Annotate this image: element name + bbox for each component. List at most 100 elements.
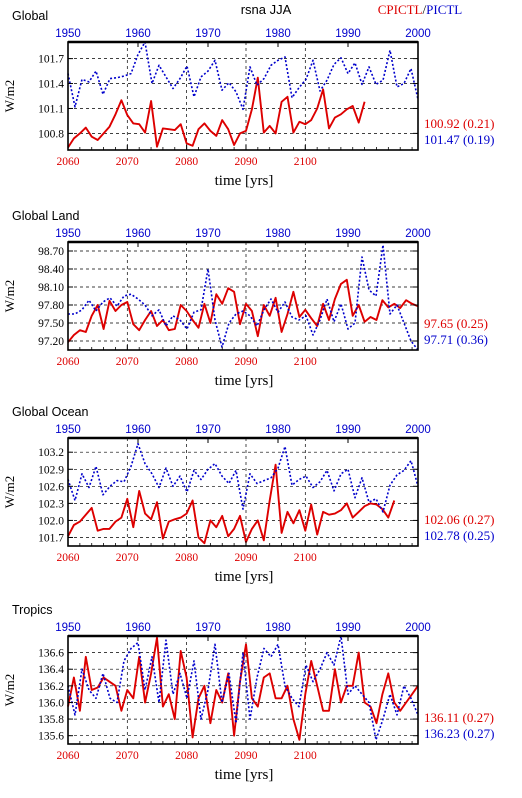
x-bottom-tick-label: 2060 xyxy=(57,356,80,368)
x-bottom-tick-label: 2080 xyxy=(175,552,198,564)
x-top-tick-label: 1980 xyxy=(265,424,291,436)
y-tick-label: 101.1 xyxy=(38,104,64,116)
x-bottom-tick-label: 2100 xyxy=(294,750,317,762)
series-summary-cpictl: 136.11 (0.27) xyxy=(424,710,494,725)
series-line-cpictl xyxy=(67,76,366,149)
figure-legend: CPICTL/PICTL xyxy=(378,2,463,17)
y-tick-label: 136.6 xyxy=(38,648,64,660)
plot-frame xyxy=(67,635,419,745)
x-top-tick-label: 1960 xyxy=(125,228,151,240)
x-bottom-tick-label: 2090 xyxy=(235,552,258,564)
y-axis-label: W/m2 xyxy=(2,80,17,113)
series-line-pictl xyxy=(67,41,419,111)
plot-frame xyxy=(67,41,419,151)
y-tick-label: 97.20 xyxy=(38,336,64,348)
y-tick-label: 102.3 xyxy=(38,498,64,510)
x-bottom-tick-label: 2090 xyxy=(235,750,258,762)
x-bottom-tick-label: 2060 xyxy=(57,552,80,564)
y-tick-label: 136.2 xyxy=(38,681,64,693)
y-tick-label: 98.70 xyxy=(38,246,64,258)
series-summary-pictl: 102.78 (0.25) xyxy=(424,528,494,543)
x-top-tick-label: 1970 xyxy=(195,28,221,40)
x-top-tick-label: 1990 xyxy=(335,228,361,240)
chart-panel: 135.6 135.8 136.0 136.2 136.4 136.6 2060 2070 20… xyxy=(2,603,494,783)
chart-panel: 97.20 97.50 97.80 98.10 98.40 98.70 2060 2070 20… xyxy=(2,209,488,389)
x-bottom-tick-label: 2090 xyxy=(235,356,258,368)
x-top-tick-label: 1970 xyxy=(195,228,221,240)
x-bottom-tick-label: 2100 xyxy=(294,156,317,168)
x-top-tick-label: 1960 xyxy=(125,424,151,436)
y-axis-label: W/m2 xyxy=(2,476,17,509)
y-tick-label: 98.10 xyxy=(38,282,64,294)
x-top-tick-label: 1970 xyxy=(195,622,221,634)
y-tick-label: 101.4 xyxy=(38,79,64,91)
series-summary-pictl: 136.23 (0.27) xyxy=(424,726,494,741)
panels: 100.8 101.1 101.4 101.7 2060 2070 2080 2090 2100… xyxy=(2,9,494,783)
x-bottom-tick-label: 2080 xyxy=(175,156,198,168)
x-top-tick-label: 2000 xyxy=(405,228,431,240)
x-top-tick-label: 1960 xyxy=(125,28,151,40)
x-top-tick-label: 1990 xyxy=(335,622,361,634)
chart-panel: 100.8 101.1 101.4 101.7 2060 2070 2080 2090 2100… xyxy=(2,9,494,189)
y-tick-label: 102.9 xyxy=(38,464,64,476)
panel-title: Global Land xyxy=(12,209,79,223)
y-tick-label: 98.40 xyxy=(38,264,64,276)
x-top-tick-label: 1950 xyxy=(55,28,81,40)
figure-title: rsna JJA xyxy=(241,2,292,17)
plot-frame xyxy=(67,241,419,351)
y-tick-label: 101.7 xyxy=(38,533,64,545)
x-bottom-tick-label: 2070 xyxy=(116,356,139,368)
x-bottom-tick-label: 2090 xyxy=(235,156,258,168)
panel-title: Tropics xyxy=(12,603,53,617)
series-line-pictl xyxy=(67,635,419,741)
y-tick-label: 100.8 xyxy=(38,128,64,140)
legend-separator: / xyxy=(423,2,427,17)
series-summary-pictl: 97.71 (0.36) xyxy=(424,332,488,347)
x-axis-label: time [yrs] xyxy=(215,373,274,389)
y-tick-label: 102.0 xyxy=(38,515,64,527)
x-top-tick-label: 1950 xyxy=(55,424,81,436)
panel-title: Global Ocean xyxy=(12,405,88,419)
y-axis-label: W/m2 xyxy=(2,674,17,707)
series-summary-cpictl: 100.92 (0.21) xyxy=(424,116,494,131)
x-top-tick-label: 1980 xyxy=(265,228,291,240)
x-top-tick-label: 1980 xyxy=(265,28,291,40)
x-bottom-tick-label: 2060 xyxy=(57,750,80,762)
y-tick-label: 97.50 xyxy=(38,318,64,330)
x-top-tick-label: 1950 xyxy=(55,622,81,634)
legend-cpictl: CPICTL xyxy=(378,2,423,17)
y-tick-label: 103.2 xyxy=(38,447,64,459)
y-axis-label: W/m2 xyxy=(2,280,17,313)
series-line-pictl xyxy=(68,244,419,351)
panel-title: Global xyxy=(12,9,48,23)
x-bottom-tick-label: 2060 xyxy=(57,156,80,168)
legend-pictl: PICTL xyxy=(426,2,462,17)
y-tick-label: 101.7 xyxy=(38,54,64,66)
x-axis-label: time [yrs] xyxy=(215,173,274,189)
series-summary-cpictl: 97.65 (0.25) xyxy=(424,316,488,331)
x-top-tick-label: 2000 xyxy=(405,28,431,40)
y-tick-label: 97.80 xyxy=(38,300,64,312)
x-bottom-tick-label: 2080 xyxy=(175,356,198,368)
y-tick-label: 135.6 xyxy=(38,731,64,743)
series-summary-pictl: 101.47 (0.19) xyxy=(424,132,494,147)
x-top-tick-label: 1970 xyxy=(195,424,221,436)
y-tick-label: 102.6 xyxy=(38,481,64,493)
x-bottom-tick-label: 2070 xyxy=(116,552,139,564)
series-line-cpictl xyxy=(67,463,396,545)
y-tick-label: 135.8 xyxy=(38,714,64,726)
x-axis-label: time [yrs] xyxy=(215,767,274,783)
series-line-cpictl xyxy=(67,636,419,741)
chart-panel: 101.7 102.0 102.3 102.6 102.9 103.2 2060 2070 20… xyxy=(2,405,494,585)
x-bottom-tick-label: 2100 xyxy=(294,552,317,564)
x-bottom-tick-label: 2100 xyxy=(294,356,317,368)
x-top-tick-label: 1980 xyxy=(265,622,291,634)
series-line-cpictl xyxy=(67,278,419,343)
x-top-tick-label: 1990 xyxy=(335,28,361,40)
x-bottom-tick-label: 2070 xyxy=(116,156,139,168)
series-summary-cpictl: 102.06 (0.27) xyxy=(424,512,494,527)
x-top-tick-label: 2000 xyxy=(405,622,431,634)
x-top-tick-label: 1990 xyxy=(335,424,361,436)
x-bottom-tick-label: 2070 xyxy=(116,750,139,762)
